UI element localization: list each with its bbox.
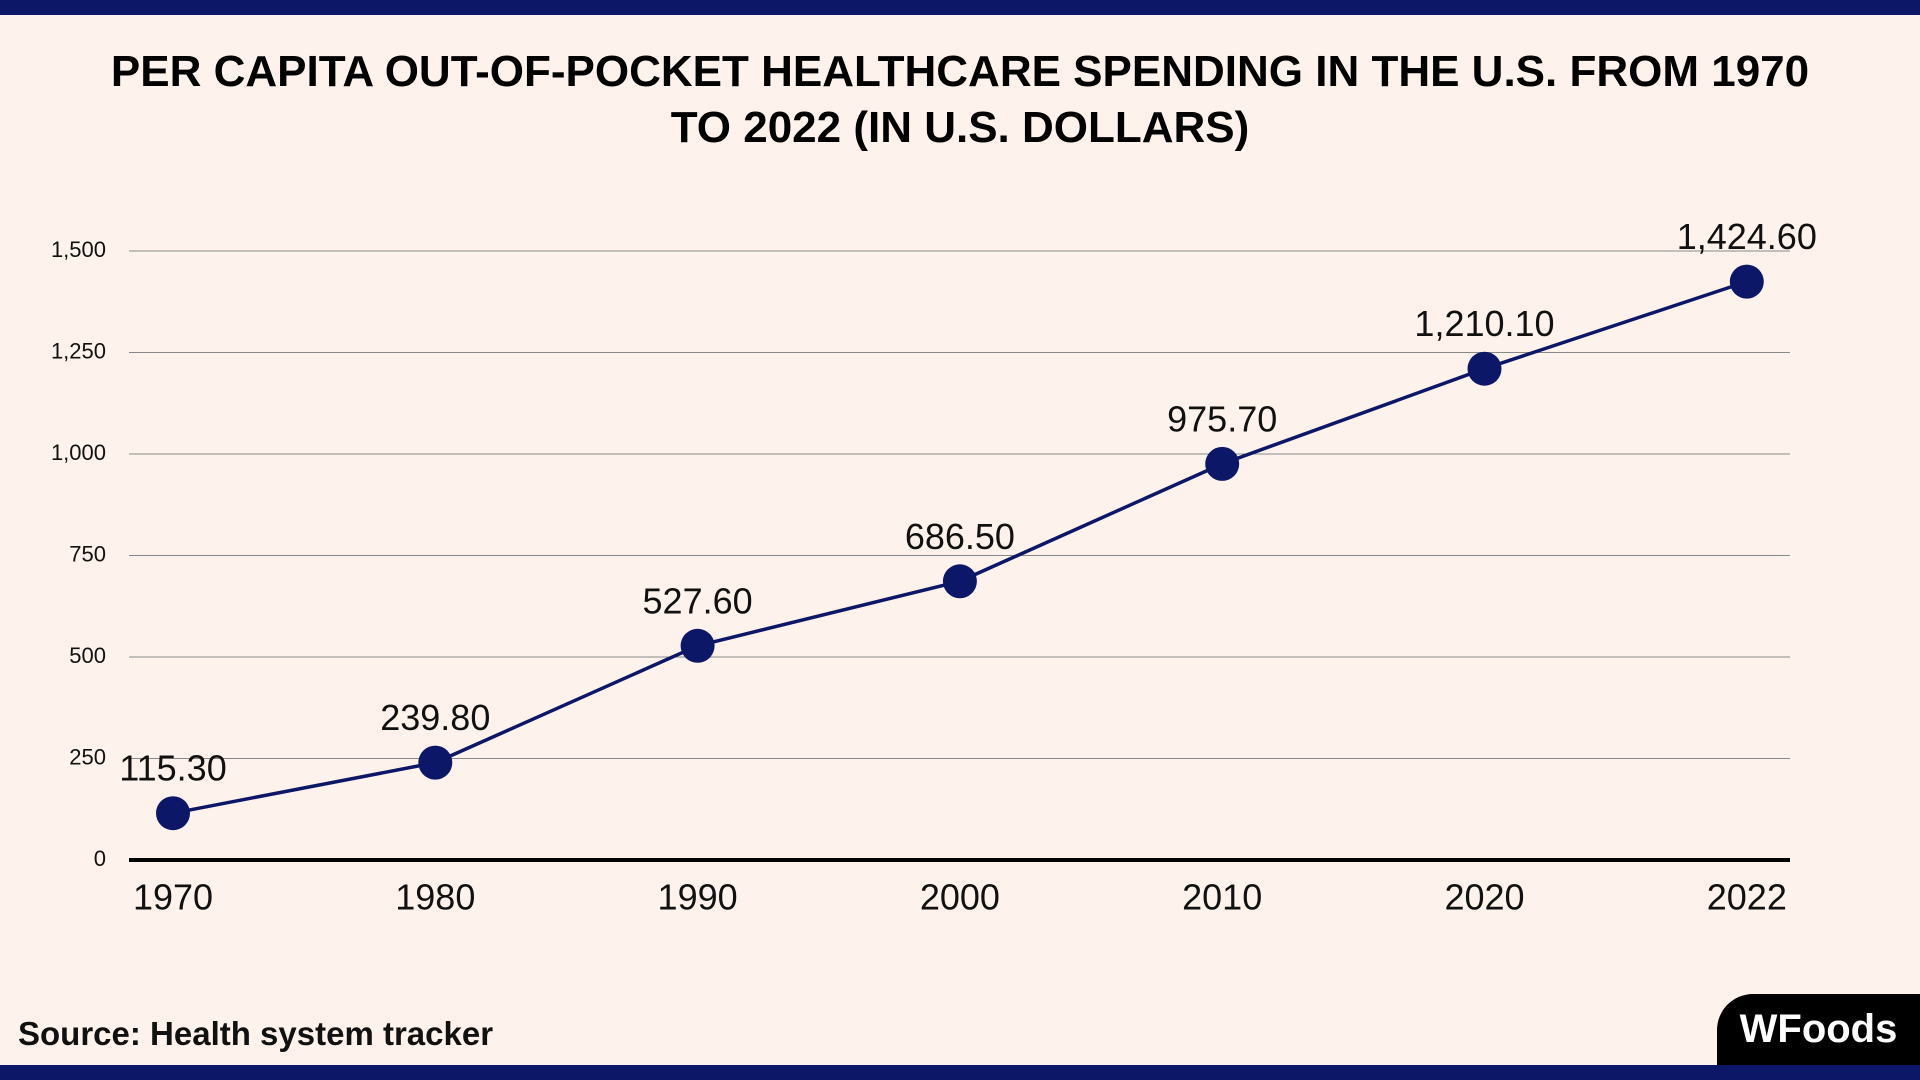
data-label: 686.50 — [905, 516, 1015, 557]
data-label: 1,210.10 — [1414, 303, 1554, 344]
data-label: 527.60 — [643, 580, 753, 621]
y-tick-label: 0 — [94, 846, 106, 871]
data-point — [1205, 446, 1240, 481]
x-tick-label: 1970 — [133, 877, 213, 918]
x-tick-label: 1980 — [395, 877, 475, 918]
data-point — [1729, 264, 1764, 299]
data-point — [1467, 351, 1502, 386]
data-point — [942, 564, 977, 599]
data-label: 975.70 — [1167, 398, 1277, 439]
bottom-bar — [0, 1065, 1920, 1080]
data-label: 1,424.60 — [1677, 216, 1817, 257]
y-tick-label: 1,500 — [51, 237, 106, 262]
y-tick-label: 1,250 — [51, 338, 106, 363]
x-tick-label: 1990 — [658, 877, 738, 918]
top-bar — [0, 0, 1920, 15]
x-tick-label: 2020 — [1444, 877, 1524, 918]
source: Source: Health system tracker — [18, 1015, 494, 1052]
data-label: 115.30 — [119, 748, 226, 789]
x-tick-label: 2000 — [920, 877, 1000, 918]
y-tick-label: 750 — [69, 541, 106, 566]
data-point — [156, 796, 190, 831]
x-tick-label: 2022 — [1707, 877, 1787, 918]
logo: WFoods — [1717, 994, 1920, 1065]
chart-title: PER CAPITA OUT-OF-POCKET HEALTHCARE SPEN… — [110, 47, 1810, 152]
data-point — [680, 628, 715, 663]
y-tick-label: 1,000 — [51, 440, 106, 465]
y-tick-label: 250 — [69, 744, 106, 769]
data-label: 239.80 — [380, 697, 490, 738]
y-tick-label: 500 — [69, 643, 106, 668]
data-point — [418, 745, 453, 780]
x-tick-label: 2010 — [1182, 877, 1262, 918]
